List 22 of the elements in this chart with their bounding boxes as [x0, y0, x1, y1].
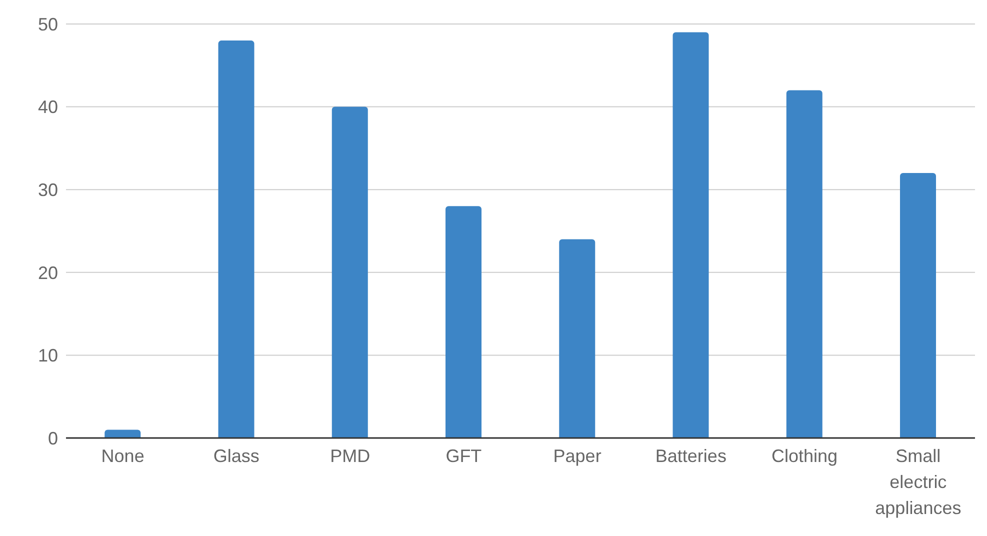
y-tick-label: 10	[38, 346, 58, 366]
y-tick-label: 0	[48, 428, 58, 448]
bar	[104, 430, 141, 438]
x-tick-label: PMD	[330, 446, 370, 466]
bar	[672, 32, 709, 438]
x-tick-label: Small electric appliances	[875, 446, 962, 518]
x-tick-label: Glass	[213, 446, 260, 466]
y-tick-label: 40	[38, 97, 58, 118]
y-tick-label: 30	[38, 180, 58, 200]
x-tick-label: Clothing	[772, 446, 838, 466]
bar	[559, 239, 596, 438]
x-tick-label: None	[101, 446, 144, 466]
y-tick-label: 50	[38, 14, 58, 34]
bar	[786, 90, 822, 438]
bar	[332, 106, 368, 438]
x-tick-label: Batteries	[655, 446, 726, 466]
bar	[900, 173, 936, 438]
x-tick-label: GFT	[446, 446, 482, 466]
bar	[446, 206, 482, 438]
y-tick-label: 20	[38, 262, 58, 283]
bar	[218, 40, 254, 438]
x-tick-label: Paper	[553, 446, 602, 466]
